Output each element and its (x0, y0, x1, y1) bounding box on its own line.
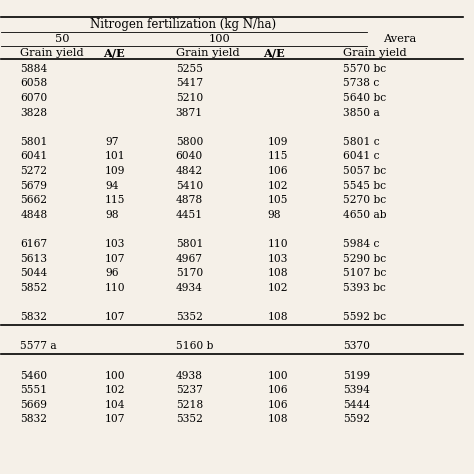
Text: 5551: 5551 (20, 385, 47, 395)
Text: 5592: 5592 (343, 414, 370, 424)
Text: 4967: 4967 (176, 254, 203, 264)
Text: A/E: A/E (103, 47, 125, 58)
Text: 5801 c: 5801 c (343, 137, 380, 147)
Text: 3871: 3871 (176, 108, 203, 118)
Text: 4934: 4934 (176, 283, 202, 293)
Text: 5044: 5044 (20, 268, 47, 278)
Text: 5444: 5444 (343, 400, 370, 410)
Text: 108: 108 (268, 312, 288, 322)
Text: 109: 109 (105, 166, 126, 176)
Text: 102: 102 (105, 385, 126, 395)
Text: 5640 bc: 5640 bc (343, 93, 386, 103)
Text: 5057 bc: 5057 bc (343, 166, 386, 176)
Text: 103: 103 (105, 239, 126, 249)
Text: 5290 bc: 5290 bc (343, 254, 386, 264)
Text: Grain yield: Grain yield (176, 48, 239, 58)
Text: 5352: 5352 (176, 312, 202, 322)
Text: 5832: 5832 (20, 414, 47, 424)
Text: 5199: 5199 (343, 371, 370, 381)
Text: 5394: 5394 (343, 385, 370, 395)
Text: 6041 c: 6041 c (343, 151, 380, 162)
Text: 107: 107 (105, 414, 126, 424)
Text: 100: 100 (105, 371, 126, 381)
Text: 5210: 5210 (176, 93, 203, 103)
Text: 104: 104 (105, 400, 126, 410)
Text: 6167: 6167 (20, 239, 47, 249)
Text: 102: 102 (268, 181, 288, 191)
Text: 5801: 5801 (20, 137, 47, 147)
Text: 107: 107 (105, 312, 126, 322)
Text: 4842: 4842 (176, 166, 203, 176)
Text: Avera: Avera (383, 34, 416, 44)
Text: 4878: 4878 (176, 195, 203, 205)
Text: 3850 a: 3850 a (343, 108, 380, 118)
Text: 5984 c: 5984 c (343, 239, 379, 249)
Text: Nitrogen fertilization (kg N/ha): Nitrogen fertilization (kg N/ha) (90, 18, 276, 31)
Text: 106: 106 (268, 400, 288, 410)
Text: 5160 b: 5160 b (176, 341, 213, 351)
Text: 6040: 6040 (176, 151, 203, 162)
Text: 6041: 6041 (20, 151, 47, 162)
Text: 5669: 5669 (20, 400, 47, 410)
Text: 107: 107 (105, 254, 126, 264)
Text: 3828: 3828 (20, 108, 47, 118)
Text: 98: 98 (105, 210, 118, 220)
Text: 5679: 5679 (20, 181, 47, 191)
Text: 106: 106 (268, 385, 288, 395)
Text: 110: 110 (105, 283, 126, 293)
Text: 101: 101 (105, 151, 126, 162)
Text: 5545 bc: 5545 bc (343, 181, 386, 191)
Text: 5738 c: 5738 c (343, 78, 379, 88)
Text: 115: 115 (105, 195, 126, 205)
Text: 5370: 5370 (343, 341, 370, 351)
Text: 5218: 5218 (176, 400, 203, 410)
Text: 50: 50 (55, 34, 70, 44)
Text: 110: 110 (268, 239, 288, 249)
Text: 5255: 5255 (176, 64, 203, 74)
Text: 115: 115 (268, 151, 288, 162)
Text: 103: 103 (268, 254, 288, 264)
Text: 108: 108 (268, 414, 288, 424)
Text: 102: 102 (268, 283, 288, 293)
Text: Grain yield: Grain yield (20, 48, 84, 58)
Text: 4451: 4451 (176, 210, 203, 220)
Text: 100: 100 (268, 371, 288, 381)
Text: 6070: 6070 (20, 93, 47, 103)
Text: 5237: 5237 (176, 385, 202, 395)
Text: 5460: 5460 (20, 371, 47, 381)
Text: 5884: 5884 (20, 64, 47, 74)
Text: 5170: 5170 (176, 268, 203, 278)
Text: 5832: 5832 (20, 312, 47, 322)
Text: 5570 bc: 5570 bc (343, 64, 386, 74)
Text: 5107 bc: 5107 bc (343, 268, 386, 278)
Text: 97: 97 (105, 137, 118, 147)
Text: 5801: 5801 (176, 239, 203, 249)
Text: 5270 bc: 5270 bc (343, 195, 386, 205)
Text: 94: 94 (105, 181, 118, 191)
Text: 5852: 5852 (20, 283, 47, 293)
Text: 105: 105 (268, 195, 288, 205)
Text: 5393 bc: 5393 bc (343, 283, 386, 293)
Text: 5613: 5613 (20, 254, 47, 264)
Text: 96: 96 (105, 268, 118, 278)
Text: 5577 a: 5577 a (20, 341, 57, 351)
Text: 5662: 5662 (20, 195, 47, 205)
Text: 98: 98 (268, 210, 281, 220)
Text: 5272: 5272 (20, 166, 47, 176)
Text: 4848: 4848 (20, 210, 47, 220)
Text: 108: 108 (268, 268, 288, 278)
Text: A/E: A/E (263, 47, 285, 58)
Text: Grain yield: Grain yield (343, 48, 407, 58)
Text: 5410: 5410 (176, 181, 203, 191)
Text: 5592 bc: 5592 bc (343, 312, 386, 322)
Text: 6058: 6058 (20, 78, 47, 88)
Text: 100: 100 (209, 34, 230, 44)
Text: 4938: 4938 (176, 371, 203, 381)
Text: 5417: 5417 (176, 78, 203, 88)
Text: 5352: 5352 (176, 414, 202, 424)
Text: 109: 109 (268, 137, 288, 147)
Text: 106: 106 (268, 166, 288, 176)
Text: 5800: 5800 (176, 137, 203, 147)
Text: 4650 ab: 4650 ab (343, 210, 386, 220)
